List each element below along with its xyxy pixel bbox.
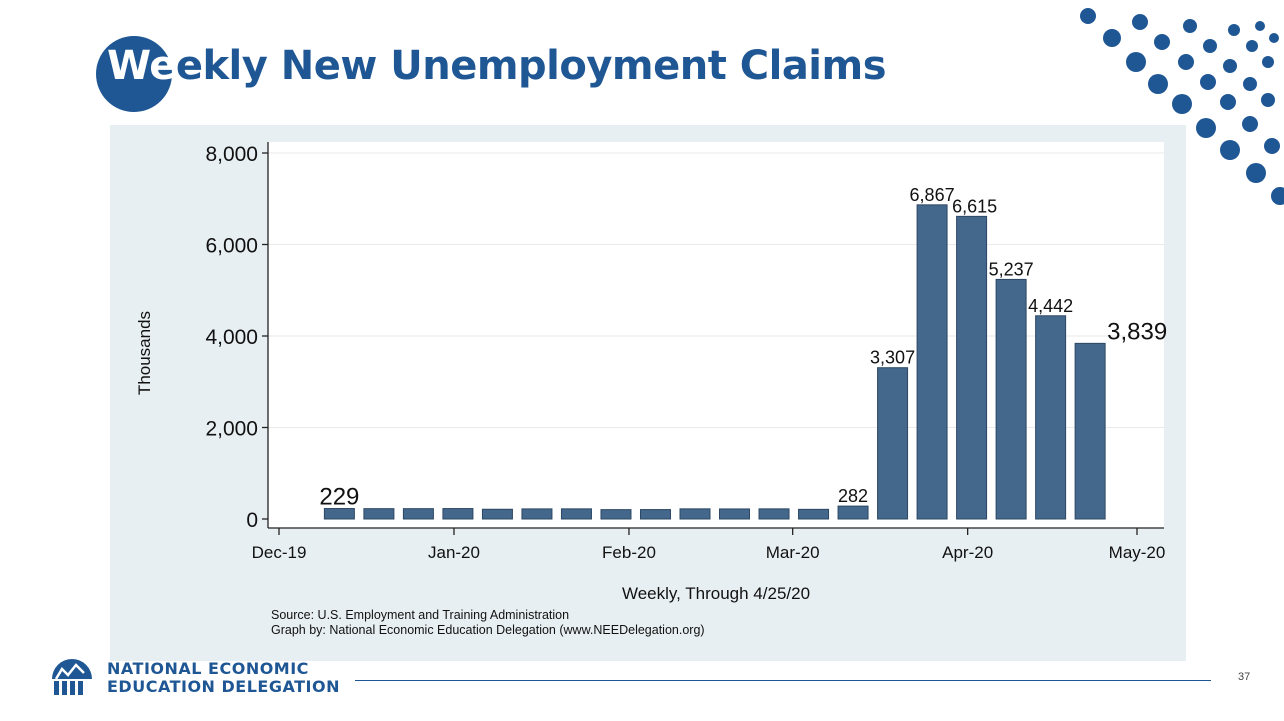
bar-value-label: 6,615 xyxy=(952,196,997,216)
decorative-dots-pattern xyxy=(1080,8,1284,205)
footer-divider xyxy=(355,680,1211,681)
bar xyxy=(719,508,751,520)
bar xyxy=(758,508,790,520)
bar-value-label: 6,867 xyxy=(910,185,955,205)
need-logo-icon xyxy=(52,659,92,695)
chart-source-note: Source: U.S. Employment and Training Adm… xyxy=(271,608,705,638)
x-axis-ticks: Dec-19 Jan-20 Feb-20 Mar-20 Apr-20 May-20 xyxy=(252,528,1166,562)
y-tick-label: 0 xyxy=(246,509,258,532)
bar-value-label: 5,237 xyxy=(989,259,1034,279)
x-tick-label: Dec-19 xyxy=(252,543,307,562)
bar xyxy=(995,278,1027,520)
bar xyxy=(402,508,434,520)
bar-value-label: 3,839 xyxy=(1107,318,1167,345)
org-name-line1: NATIONAL ECONOMIC xyxy=(107,659,309,678)
x-tick-label: Apr-20 xyxy=(942,543,993,562)
page-title-rest: ekly New Unemployment Claims xyxy=(175,43,887,89)
y-tick-label: 2,000 xyxy=(205,418,258,441)
bar xyxy=(639,509,671,520)
page-number: 37 xyxy=(1238,671,1251,683)
bar xyxy=(1035,315,1067,520)
page-title: Weekly New Unemployment Claims xyxy=(107,43,887,89)
x-axis-label: Weekly, Through 4/25/20 xyxy=(622,584,810,603)
bar xyxy=(679,508,711,520)
org-name-line2: EDUCATION DELEGATION xyxy=(107,677,340,696)
bar xyxy=(837,505,869,520)
bar xyxy=(877,367,909,520)
title-badge-circle xyxy=(96,36,172,112)
y-tick-label: 4,000 xyxy=(205,326,258,349)
bar xyxy=(323,508,355,520)
bar-value-label: 229 xyxy=(319,484,359,511)
source-line: Source: U.S. Employment and Training Adm… xyxy=(271,608,570,622)
bar-value-label: 3,307 xyxy=(870,348,915,368)
x-tick-label: Mar-20 xyxy=(766,543,820,562)
bar xyxy=(363,508,395,520)
plot-area xyxy=(268,142,1164,528)
x-tick-label: Jan-20 xyxy=(428,543,480,562)
bar xyxy=(442,508,474,520)
x-tick-label: May-20 xyxy=(1109,543,1166,562)
bar xyxy=(916,204,948,520)
bar xyxy=(798,508,830,520)
bar-value-label: 4,442 xyxy=(1028,296,1073,316)
y-axis-ticks: 0 2,000 4,000 6,000 8,000 xyxy=(205,143,268,532)
x-tick-label: Feb-20 xyxy=(602,543,656,562)
bar xyxy=(600,509,632,520)
y-tick-label: 8,000 xyxy=(205,143,258,166)
bar xyxy=(1074,342,1106,520)
chart-panel: 229 282 3,307 6,867 6,615 5,237 4,442 3,839 0 2,… xyxy=(110,125,1186,661)
bar xyxy=(521,508,553,520)
bar xyxy=(956,215,988,520)
y-tick-label: 6,000 xyxy=(205,235,258,258)
bar xyxy=(481,508,513,520)
graph-credit-line: Graph by: National Economic Education De… xyxy=(271,623,705,637)
bar-value-label: 282 xyxy=(838,486,868,506)
y-axis-label: Thousands xyxy=(135,311,154,395)
org-name: NATIONAL ECONOMIC EDUCATION DELEGATION xyxy=(107,660,340,696)
bar xyxy=(560,508,592,520)
page-title-highlight: We xyxy=(107,43,176,89)
bars xyxy=(323,204,1106,520)
